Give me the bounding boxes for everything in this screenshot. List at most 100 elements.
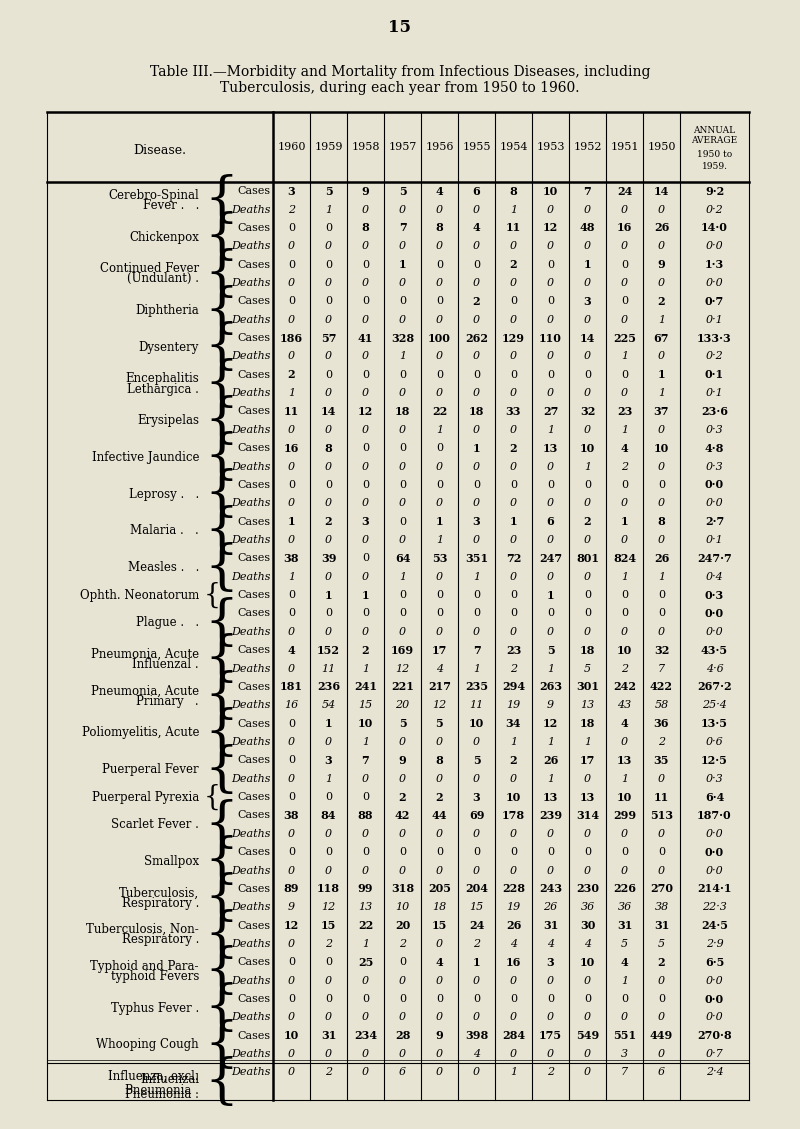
Text: 5: 5 [621, 939, 628, 949]
Text: Plague .   .: Plague . . [136, 616, 199, 629]
Text: 10: 10 [358, 718, 373, 729]
Text: 0: 0 [325, 260, 332, 270]
Text: 0: 0 [584, 866, 591, 875]
Text: 9: 9 [362, 185, 370, 196]
Text: 0: 0 [288, 1067, 295, 1077]
Text: {: { [204, 581, 221, 609]
Text: 0·3: 0·3 [706, 425, 723, 435]
Text: 1: 1 [621, 425, 628, 435]
Text: 2: 2 [325, 1067, 332, 1077]
Text: 0: 0 [621, 609, 628, 619]
Text: 30: 30 [580, 920, 595, 931]
Text: Cases: Cases [238, 406, 271, 417]
Text: Ophth. Neonatorum: Ophth. Neonatorum [80, 588, 199, 602]
Text: 0: 0 [362, 847, 369, 857]
Text: 5: 5 [398, 718, 406, 729]
Text: ANNUAL: ANNUAL [694, 126, 735, 135]
Text: 0: 0 [288, 994, 295, 1004]
Text: 0: 0 [399, 1049, 406, 1059]
Text: 0: 0 [325, 222, 332, 233]
Text: 234: 234 [354, 1031, 377, 1041]
Text: 0: 0 [288, 278, 295, 288]
Text: Primary   .: Primary . [136, 694, 199, 708]
Text: 0: 0 [436, 627, 443, 637]
Text: Cases: Cases [238, 755, 271, 765]
Text: 0: 0 [584, 498, 591, 508]
Text: 4: 4 [473, 1049, 480, 1059]
Text: 16: 16 [284, 443, 299, 454]
Text: Cases: Cases [238, 186, 271, 196]
Text: 0: 0 [510, 462, 517, 472]
Text: 0: 0 [325, 994, 332, 1004]
Text: 0·1: 0·1 [706, 535, 723, 545]
Text: Cases: Cases [238, 333, 271, 343]
Text: 38: 38 [284, 553, 299, 563]
Text: 0: 0 [658, 535, 665, 545]
Text: 0: 0 [288, 755, 295, 765]
Text: Diphtheria: Diphtheria [135, 304, 199, 317]
Text: 0: 0 [436, 351, 443, 361]
Text: 0: 0 [658, 351, 665, 361]
Text: Lethargica .: Lethargica . [127, 383, 199, 395]
Text: 0: 0 [362, 1013, 369, 1023]
Text: Fever .   .: Fever . . [142, 199, 199, 212]
Text: 2: 2 [510, 260, 518, 270]
Text: {: { [204, 671, 238, 723]
Text: 1: 1 [510, 1067, 517, 1077]
Text: 13: 13 [580, 791, 595, 803]
Text: AVERAGE: AVERAGE [691, 135, 738, 145]
Text: 1: 1 [621, 571, 628, 581]
Text: 0: 0 [473, 994, 480, 1004]
Text: 0: 0 [584, 627, 591, 637]
Text: 0·2: 0·2 [706, 351, 723, 361]
Text: 0·6: 0·6 [706, 737, 723, 747]
Text: 0: 0 [362, 553, 369, 563]
Text: 0: 0 [436, 829, 443, 839]
Text: 16: 16 [617, 222, 632, 234]
Text: {: { [204, 211, 238, 263]
Text: 0: 0 [547, 627, 554, 637]
Text: 187·0: 187·0 [697, 809, 732, 821]
Text: 0: 0 [288, 664, 295, 674]
Text: 0: 0 [547, 480, 554, 490]
Text: Cases: Cases [238, 260, 271, 270]
Text: 1: 1 [398, 260, 406, 270]
Text: 178: 178 [502, 809, 525, 821]
Text: 0: 0 [510, 571, 517, 581]
Text: 10: 10 [654, 443, 669, 454]
Text: 236: 236 [317, 682, 340, 692]
Text: 0: 0 [362, 571, 369, 581]
Text: 0: 0 [399, 627, 406, 637]
Text: Puerperal Fever: Puerperal Fever [102, 763, 199, 776]
Text: 1: 1 [584, 260, 591, 270]
Text: 0: 0 [325, 498, 332, 508]
Text: 0: 0 [510, 1013, 517, 1023]
Text: 1957: 1957 [388, 142, 417, 152]
Text: 0: 0 [436, 571, 443, 581]
Text: 241: 241 [354, 682, 377, 692]
Text: 3: 3 [546, 956, 554, 968]
Text: {: { [204, 784, 221, 811]
Text: 0: 0 [621, 260, 628, 270]
Text: 0: 0 [436, 1013, 443, 1023]
Text: 14: 14 [654, 185, 669, 196]
Text: Deaths: Deaths [231, 315, 271, 325]
Text: 0: 0 [436, 994, 443, 1004]
Text: 0: 0 [436, 590, 443, 601]
Text: 0: 0 [362, 462, 369, 472]
Text: 0: 0 [399, 866, 406, 875]
Text: 0: 0 [584, 204, 591, 215]
Text: 0: 0 [362, 975, 369, 986]
Text: 12: 12 [395, 664, 410, 674]
Text: 4: 4 [584, 939, 591, 949]
Text: 6·4: 6·4 [705, 791, 724, 803]
Text: 2: 2 [547, 1067, 554, 1077]
Text: 0: 0 [658, 866, 665, 875]
Text: 0·0: 0·0 [706, 829, 723, 839]
Text: 0: 0 [436, 388, 443, 399]
Text: 8: 8 [658, 516, 666, 527]
Text: 0: 0 [288, 609, 295, 619]
Text: 0: 0 [510, 994, 517, 1004]
Text: Cases: Cases [238, 444, 271, 453]
Text: Deaths: Deaths [231, 242, 271, 252]
